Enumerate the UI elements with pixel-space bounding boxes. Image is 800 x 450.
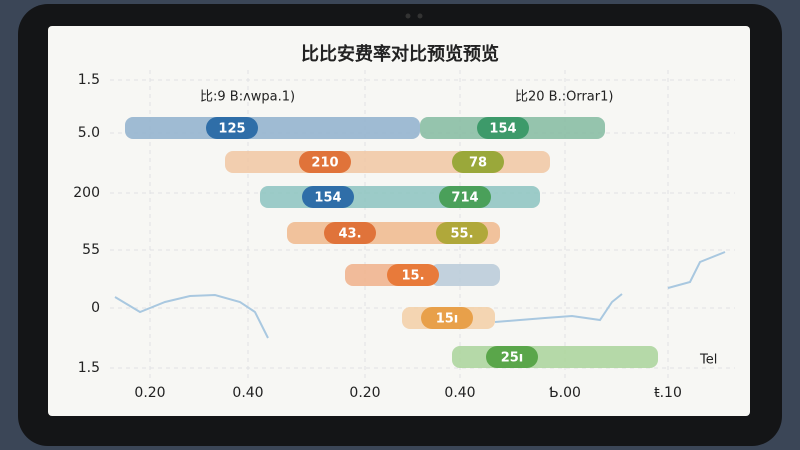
pill-text: 43.	[338, 227, 361, 242]
title: 比比安费率对比预览预览	[301, 43, 499, 65]
bar-label: 125	[206, 117, 258, 139]
bar-label: 154	[477, 117, 529, 139]
camera	[405, 13, 411, 19]
bar-label: 714	[439, 186, 491, 208]
y-label: 5.0	[78, 125, 100, 141]
pill	[299, 151, 351, 173]
bar-label: 15ı	[421, 307, 473, 329]
pill	[421, 307, 473, 329]
pill-text: 25ı	[501, 351, 524, 366]
pill	[436, 222, 488, 244]
x-label: 0.40	[232, 385, 263, 401]
bar-label: 154	[302, 186, 354, 208]
pill	[302, 186, 354, 208]
pill	[486, 346, 538, 368]
pill-text: 125	[218, 122, 245, 137]
pill-text: 15ı	[436, 312, 459, 327]
pill	[387, 264, 439, 286]
bar-label: 43.	[324, 222, 376, 244]
x-label: 0.40	[444, 385, 475, 401]
y-label: 0	[91, 300, 100, 316]
bar-label: 15.	[387, 264, 439, 286]
x-label: 0.20	[134, 385, 165, 401]
bar	[430, 264, 500, 286]
pill	[452, 151, 504, 173]
pill-text: 55.	[450, 227, 473, 242]
bar	[125, 117, 420, 139]
y-label: 55	[82, 242, 100, 258]
bar-label: 78	[452, 151, 504, 173]
pill-text: 154	[489, 122, 516, 137]
pill	[477, 117, 529, 139]
y-label: 1.5	[78, 360, 100, 376]
legend-label: 比:9 B:ʌwpa.1)	[200, 90, 295, 105]
x-label: Ƅ.00	[549, 385, 581, 401]
pill-text: 714	[451, 191, 478, 206]
pill-text: 78	[469, 156, 487, 171]
bar-label: 55.	[436, 222, 488, 244]
legend-label: 比20 B.:Orrar1)	[515, 90, 613, 105]
x-label: 0.20	[349, 385, 380, 401]
bar	[452, 346, 658, 368]
corner-label: Tel	[699, 353, 717, 368]
pill	[324, 222, 376, 244]
pill-text: 154	[314, 191, 341, 206]
y-label: 200	[73, 185, 100, 201]
x-label: ŧ.10	[654, 385, 682, 401]
bar-label: 25ı	[486, 346, 538, 368]
background-lines	[114, 251, 726, 339]
pill	[439, 186, 491, 208]
camera	[417, 13, 423, 19]
pill	[206, 117, 258, 139]
bar-label: 210	[299, 151, 351, 173]
pill-text: 15.	[401, 269, 424, 284]
y-label: 1.5	[78, 72, 100, 88]
pill-text: 210	[311, 156, 338, 171]
